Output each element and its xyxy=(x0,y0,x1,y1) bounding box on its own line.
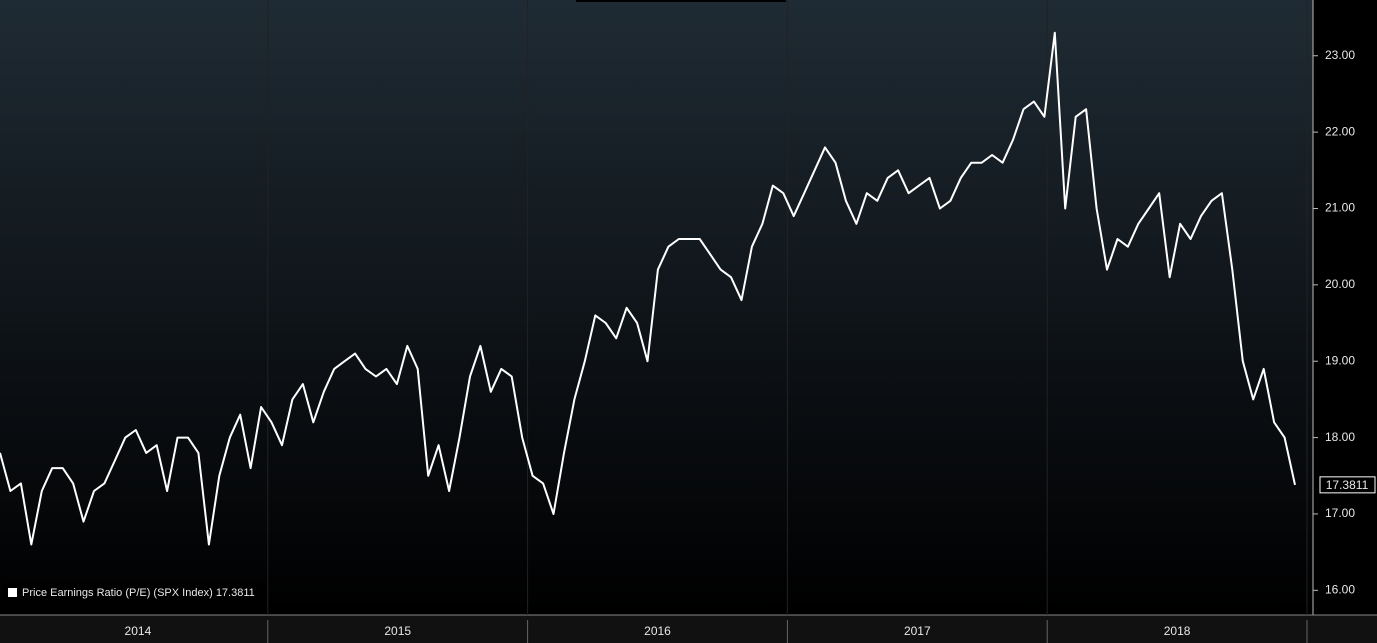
last-value-label: 17.3811 xyxy=(1326,478,1369,492)
x-tick-label: 2015 xyxy=(384,624,411,638)
legend-label: Price Earnings Ratio (P/E) (SPX Index) 1… xyxy=(22,587,255,599)
legend: Price Earnings Ratio (P/E) (SPX Index) 1… xyxy=(3,583,268,602)
x-tick-label: 2014 xyxy=(125,624,152,638)
y-tick-label: 21.00 xyxy=(1325,201,1355,215)
y-tick-label: 19.00 xyxy=(1325,353,1355,367)
x-tick-label: 2018 xyxy=(1164,624,1191,638)
top-tab xyxy=(576,0,786,2)
x-tick-label: 2017 xyxy=(904,624,931,638)
price-line xyxy=(0,31,1296,546)
plot-background xyxy=(0,0,1313,615)
y-tick-label: 20.00 xyxy=(1325,277,1355,291)
x-tick-label: 2016 xyxy=(644,624,671,638)
y-tick-label: 17.00 xyxy=(1325,506,1355,520)
y-tick-label: 18.00 xyxy=(1325,430,1355,444)
legend-last-value: 17.3811 xyxy=(216,587,255,599)
y-tick-label: 23.00 xyxy=(1325,48,1355,62)
x-axis-bar xyxy=(0,615,1377,643)
legend-box xyxy=(3,583,268,602)
y-tick-label: 22.00 xyxy=(1325,124,1355,138)
last-value-tag xyxy=(1319,476,1376,494)
legend-swatch xyxy=(8,588,17,597)
legend-name: Price Earnings Ratio (P/E) (SPX Index) xyxy=(22,587,213,599)
y-tick-label: 16.00 xyxy=(1325,582,1355,596)
